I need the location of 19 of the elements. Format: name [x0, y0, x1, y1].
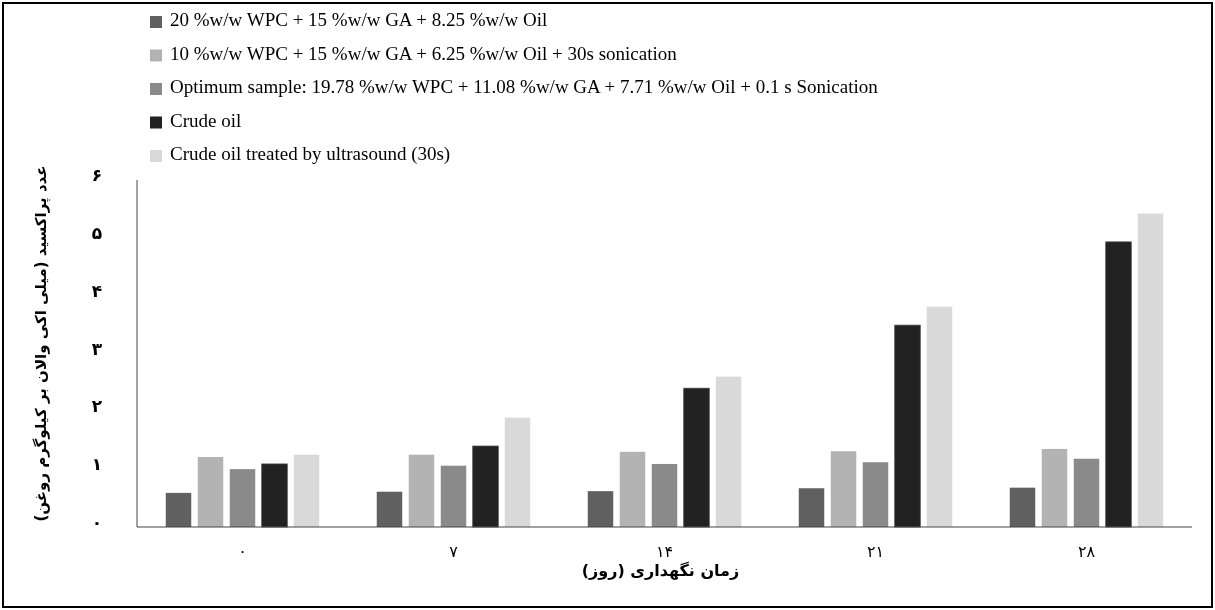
legend-label: Crude oil treated by ultrasound (30s) — [170, 143, 451, 166]
legend-label: 10 %w/w WPC + 15 %w/w GA + 6.25 %w/w Oil + 30s sonication — [170, 42, 678, 64]
y-tick-label: ۰ — [91, 512, 103, 532]
x-tick-label: ۱۴ — [655, 541, 674, 561]
x-tick-label: ۲۸ — [1077, 541, 1096, 561]
legend-label: Crude oil — [170, 109, 242, 131]
x-tick-label: ۰ — [238, 541, 247, 561]
y-axis-title: عدد پراکسید (میلی اکی والان بر کیلوگرم روغن) — [32, 165, 51, 522]
x-axis-title: زمان نگهداری (روز) — [581, 561, 740, 580]
y-tick-label: ۱ — [91, 454, 103, 475]
y-tick-label: ۲ — [91, 396, 103, 417]
x-tick-label: ۷ — [449, 541, 459, 561]
legend-label: Optimum sample: 19.78 %w/w WPC + 11.08 %w/w GA + 7.71 %w/w Oil + 0.1 s Sonication — [170, 76, 879, 98]
legend-label: 20 %w/w WPC + 15 %w/w GA + 8.25 %w/w Oil — [170, 9, 548, 31]
y-tick-label: ۴ — [91, 280, 103, 301]
y-tick-label: ۳ — [91, 338, 103, 359]
x-tick-label: ۲۱ — [866, 541, 885, 561]
y-tick-label: ۵ — [91, 222, 103, 243]
y-tick-label: ۶ — [91, 165, 103, 185]
